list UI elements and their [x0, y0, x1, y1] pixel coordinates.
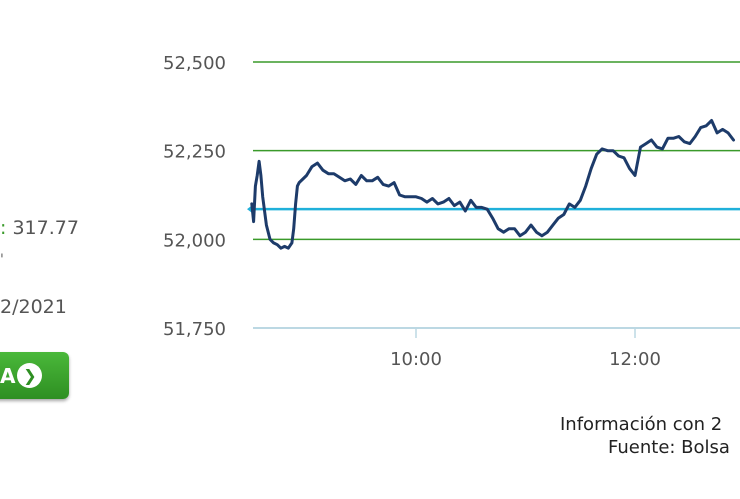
y-tick-label: 52,250 [163, 142, 226, 163]
footnote-info: Información con 2 [560, 414, 723, 435]
y-tick-label: 51,750 [163, 319, 226, 340]
action-button-label: A [0, 363, 16, 388]
footnote: Información con 2 Fuente: Bolsa [560, 414, 740, 460]
y-tick-label: 52,500 [163, 53, 226, 74]
price-series-line [250, 119, 735, 250]
quote-summary-panel: : 317.77 ' 2/2021 A ❯ [0, 0, 150, 499]
change-label: : [0, 217, 7, 239]
quote-date: 2/2021 [0, 296, 67, 318]
x-tick-label: 10:00 [390, 349, 442, 370]
x-tick-label: 12:00 [609, 349, 661, 370]
change-row: : 317.77 [0, 217, 79, 239]
arrow-right-icon: ❯ [17, 363, 43, 388]
change-value: 317.77 [12, 217, 79, 239]
action-button[interactable]: A ❯ [0, 352, 69, 399]
y-tick-label: 52,000 [163, 230, 226, 251]
footnote-source: Fuente: Bolsa [608, 437, 730, 458]
change-mark: ' [0, 252, 4, 268]
